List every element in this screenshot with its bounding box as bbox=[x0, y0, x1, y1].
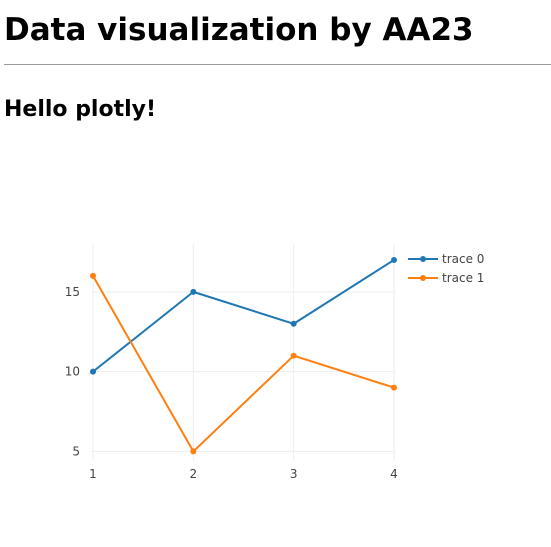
page-subtitle: Hello plotly! bbox=[4, 97, 157, 122]
data-point-trace-0[interactable] bbox=[90, 368, 97, 375]
data-point-trace-0[interactable] bbox=[290, 320, 297, 327]
x-tick-label: 4 bbox=[390, 467, 398, 481]
data-point-trace-0[interactable] bbox=[190, 288, 197, 295]
data-point-trace-1[interactable] bbox=[190, 448, 197, 455]
legend-label: trace 0 bbox=[442, 252, 484, 266]
series-line-trace-1 bbox=[92, 275, 395, 453]
legend-item-trace-0[interactable]: trace 0 bbox=[408, 252, 484, 266]
legend-marker-swatch bbox=[420, 256, 426, 262]
legend-item-trace-1[interactable]: trace 1 bbox=[408, 271, 484, 285]
legend[interactable]: trace 0 trace 1 bbox=[408, 252, 484, 285]
data-point-trace-1[interactable] bbox=[90, 272, 97, 279]
series-layer bbox=[90, 256, 397, 455]
data-point-trace-0[interactable] bbox=[390, 256, 397, 263]
page-title: Data visualization by AA23 bbox=[4, 12, 474, 48]
legend-marker-swatch bbox=[420, 275, 426, 281]
x-tick-label: 2 bbox=[190, 467, 198, 481]
data-point-trace-1[interactable] bbox=[390, 384, 397, 391]
x-tick-label: 1 bbox=[89, 467, 97, 481]
data-point-trace-1[interactable] bbox=[290, 352, 297, 359]
title-divider bbox=[4, 64, 551, 65]
y-tick-label: 15 bbox=[65, 285, 80, 299]
legend-label: trace 1 bbox=[442, 271, 484, 285]
x-tick-label: 3 bbox=[290, 467, 298, 481]
y-tick-label: 10 bbox=[65, 365, 80, 379]
tick-labels: 1 2 3 4 5 10 15 bbox=[65, 285, 398, 481]
y-tick-label: 5 bbox=[72, 444, 80, 458]
series-line-trace-0 bbox=[92, 259, 395, 373]
